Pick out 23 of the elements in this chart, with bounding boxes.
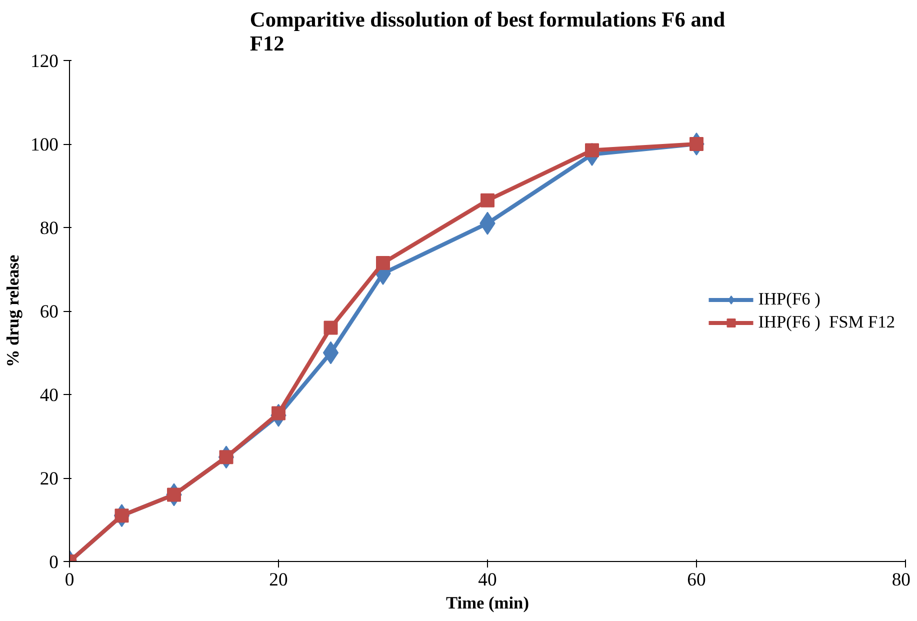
y-tick-label: 100	[30, 134, 58, 156]
point	[324, 320, 338, 335]
x-tick-label: 0	[64, 570, 74, 590]
legend-label: IHP(F6 )	[758, 289, 820, 309]
y-tick-label: 120	[30, 51, 58, 72]
x-tick-label: 80	[892, 570, 910, 590]
y-tick-label: 0	[49, 552, 58, 573]
x-axis-title: Time (min)	[446, 594, 530, 612]
point	[585, 143, 599, 158]
y-axis-title: % drug release	[4, 254, 23, 368]
y-tick-label: 60	[40, 302, 58, 322]
y-tick-label: 20	[40, 468, 58, 490]
legend-label: IHP(F6 ) FSM F12	[758, 312, 895, 332]
y-tick-label: 80	[40, 218, 58, 239]
x-tick-label: 20	[269, 570, 288, 590]
chart-title: Comparitive dissolution of best formulations F6 and F12	[250, 8, 726, 56]
point	[690, 137, 704, 151]
point	[376, 256, 390, 270]
y-tick-label: 40	[40, 385, 58, 406]
x-tick-label: 40	[478, 570, 497, 590]
point	[480, 193, 494, 208]
x-tick-label: 60	[687, 570, 706, 590]
point	[322, 341, 339, 364]
